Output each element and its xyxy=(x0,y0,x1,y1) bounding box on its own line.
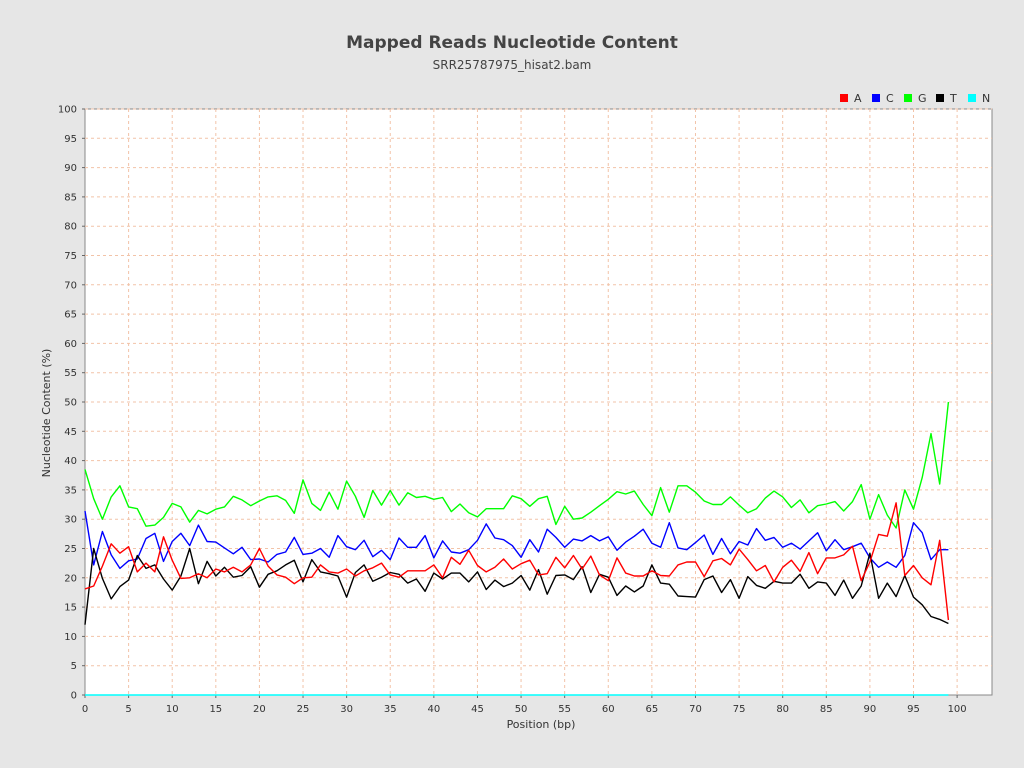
x-tick-label: 35 xyxy=(384,704,397,715)
y-tick-label: 65 xyxy=(64,310,77,321)
x-tick-label: 20 xyxy=(253,704,266,715)
x-tick-label: 10 xyxy=(166,704,179,715)
y-tick-label: 30 xyxy=(64,515,77,526)
y-tick-label: 80 xyxy=(64,222,77,233)
x-tick-label: 50 xyxy=(515,704,528,715)
legend-swatch-G xyxy=(904,94,912,102)
series-line-T xyxy=(84,547,949,625)
series-line-A xyxy=(84,502,950,621)
y-tick-label: 60 xyxy=(64,339,77,350)
y-tick-label: 40 xyxy=(64,456,77,467)
series-line-C xyxy=(84,510,949,570)
x-tick-label: 85 xyxy=(820,704,833,715)
y-tick-label: 50 xyxy=(64,398,77,409)
legend-swatch-T xyxy=(936,94,944,102)
series-line-G xyxy=(84,401,950,529)
y-tick-label: 55 xyxy=(64,368,77,379)
x-tick-label: 15 xyxy=(209,704,222,715)
y-tick-label: 10 xyxy=(64,632,77,643)
y-tick-label: 0 xyxy=(71,691,77,702)
x-tick-label: 60 xyxy=(602,704,615,715)
legend-swatch-N xyxy=(968,94,976,102)
x-tick-label: 30 xyxy=(340,704,353,715)
grid-lines xyxy=(85,108,992,695)
x-tick-label: 70 xyxy=(689,704,702,715)
legend-label-C: C xyxy=(886,92,894,105)
y-tick-label: 5 xyxy=(71,661,77,672)
series-lines xyxy=(84,401,950,696)
y-tick-label: 35 xyxy=(64,485,77,496)
legend-label-N: N xyxy=(982,92,990,105)
x-tick-label: 25 xyxy=(297,704,310,715)
legend-swatch-C xyxy=(872,94,880,102)
x-axis-ticks: 0 5 10 15 20 25 30 35 40 45 50 55 60 65 70 75 80 85 90 95 10… xyxy=(82,695,967,715)
y-tick-label: 25 xyxy=(64,544,77,555)
y-tick-label: 75 xyxy=(64,251,77,262)
y-tick-label: 85 xyxy=(64,192,77,203)
y-tick-label: 90 xyxy=(64,163,77,174)
legend-label-G: G xyxy=(918,92,927,105)
x-tick-label: 5 xyxy=(125,704,131,715)
x-tick-label: 95 xyxy=(907,704,920,715)
y-tick-label: 45 xyxy=(64,427,77,438)
x-tick-label: 0 xyxy=(82,704,88,715)
x-axis-label: Position (bp) xyxy=(507,718,576,731)
x-tick-label: 55 xyxy=(558,704,571,715)
x-tick-label: 75 xyxy=(733,704,746,715)
y-tick-label: 15 xyxy=(64,603,77,614)
y-tick-label: 95 xyxy=(64,134,77,145)
y-axis-ticks: 0 5 10 15 20 25 30 35 40 45 50 55 60 65 70 75 80 85 90 95 10… xyxy=(58,105,85,702)
y-tick-label: 70 xyxy=(64,280,77,291)
chart-subtitle: SRR25787975_hisat2.bam xyxy=(433,58,592,72)
y-tick-label: 20 xyxy=(64,573,77,584)
legend-label-A: A xyxy=(854,92,862,105)
y-tick-label: 100 xyxy=(58,105,77,116)
x-tick-label: 100 xyxy=(948,704,967,715)
x-tick-label: 65 xyxy=(646,704,659,715)
chart-title: Mapped Reads Nucleotide Content xyxy=(346,33,678,53)
x-tick-label: 80 xyxy=(776,704,789,715)
legend-label-T: T xyxy=(949,92,957,105)
y-axis-label: Nucleotide Content (%) xyxy=(40,349,53,478)
x-tick-label: 90 xyxy=(864,704,877,715)
x-tick-label: 45 xyxy=(471,704,484,715)
x-tick-label: 40 xyxy=(427,704,440,715)
legend-swatch-A xyxy=(840,94,848,102)
